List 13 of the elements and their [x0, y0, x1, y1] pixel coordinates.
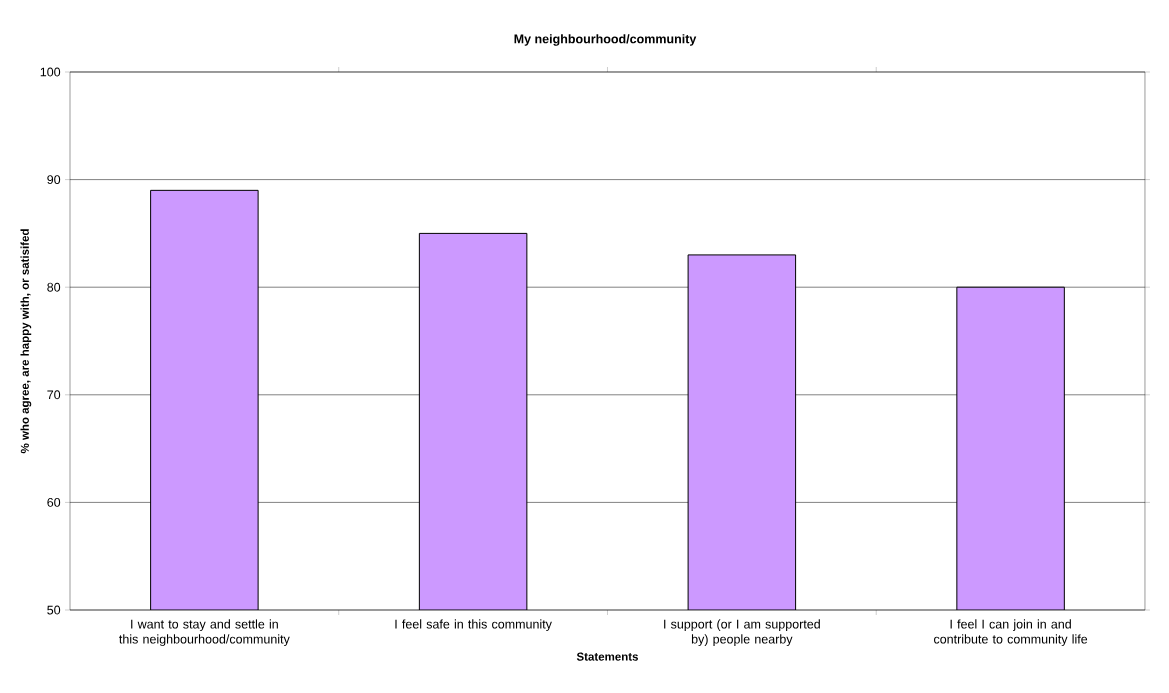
y-tick-label: 90: [47, 175, 61, 185]
y-tick-label: 100: [40, 67, 61, 77]
chart-title: My neighbourhood/community: [514, 34, 697, 46]
y-tick-label: 50: [47, 605, 61, 615]
x-tick-label: I feel I can join in and contribute to community life: [934, 619, 1088, 647]
x-tick-label: I feel safe in this community: [395, 619, 552, 632]
y-tick-label: 70: [47, 390, 61, 400]
y-tick-label: 80: [47, 282, 61, 292]
y-tick-label: 60: [47, 497, 61, 507]
x-tick-label: I support (or I am supported by) people nearby: [664, 619, 820, 647]
y-axis-title: % who agree, are happy with, or satisifed: [20, 229, 32, 454]
x-axis-title: Statements: [576, 652, 638, 661]
x-tick-label: I want to stay and settle in this neighbourhood/community: [119, 619, 290, 647]
